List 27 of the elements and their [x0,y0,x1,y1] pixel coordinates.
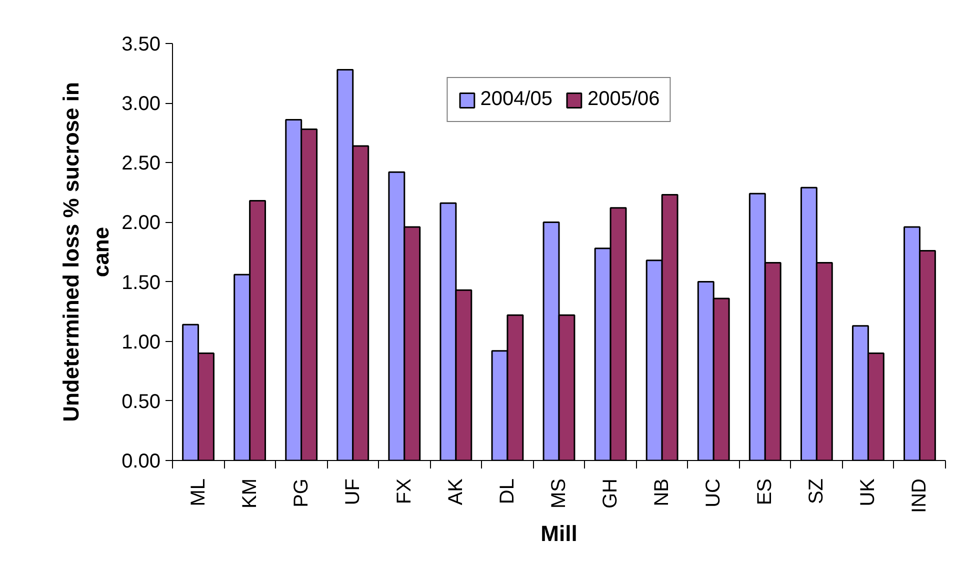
y-tick-label: 0.00 [122,450,161,472]
x-tick-label: NB [651,478,674,506]
legend-label: 2005/06 [588,88,660,111]
x-tick-label: DL [496,478,518,504]
x-tick-label: GH [600,478,622,508]
x-tick-label: ES [754,478,776,506]
y-tick-label: 1.00 [122,331,161,354]
x-tick-label: UF [342,478,364,506]
x-tick-label: UK [857,478,880,506]
y-tick-label: 2.50 [122,152,161,175]
x-tick-label: AK [444,478,467,506]
x-tick-label: KM [238,478,261,508]
x-tick-label: UC [702,478,725,508]
legend-label: 2004/05 [480,88,552,111]
y-tick-label: 1.50 [122,272,161,294]
x-tick-label: PG [290,478,312,508]
y-tick-label: 2.00 [122,212,161,234]
x-tick-label: IND [908,478,931,513]
x-axis-title: Mill [540,520,578,546]
x-tick-label: MS [548,478,570,508]
y-tick-label: 3.50 [122,34,161,56]
x-tick-label: SZ [806,478,828,504]
y-tick-label: 3.00 [122,93,161,116]
y-tick-label: 0.50 [122,390,161,413]
y-axis-title: Undetermined loss % sucrose in cane [58,82,114,422]
x-tick-label: FX [393,478,416,504]
x-tick-label: ML [187,478,210,506]
